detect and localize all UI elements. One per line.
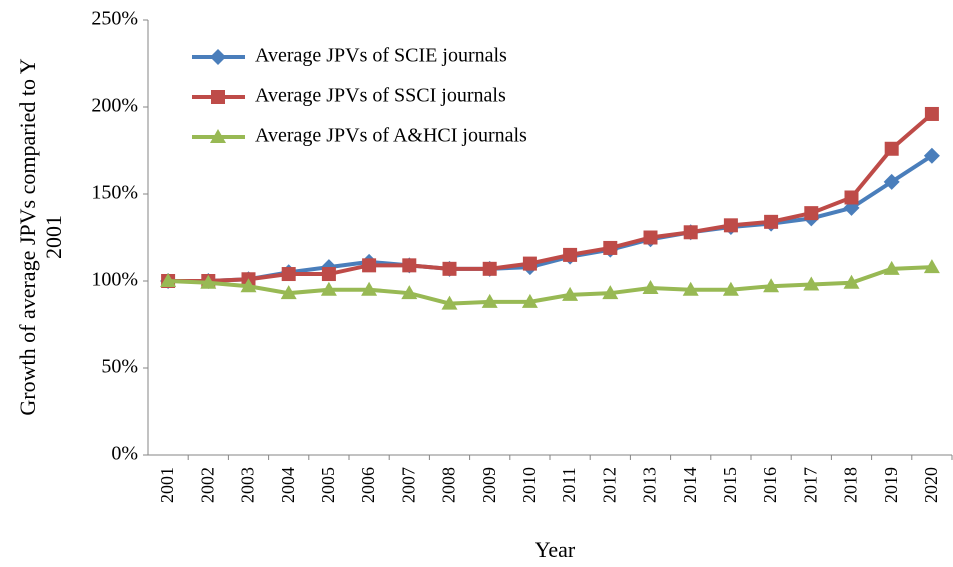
data-point [642, 279, 659, 294]
data-point [361, 281, 378, 296]
legend-label: Average JPVs of SSCI journals [255, 85, 506, 107]
data-point [682, 281, 699, 296]
y-tick-label: 0% [111, 443, 138, 465]
x-tick-label: 2007 [398, 467, 418, 503]
data-point [482, 261, 497, 276]
data-point [804, 206, 819, 221]
data-point [602, 285, 619, 300]
y-tick-label: 150% [91, 182, 138, 204]
x-tick-label: 2011 [559, 467, 579, 502]
data-point [401, 285, 418, 300]
x-tick-label: 2001 [157, 467, 177, 503]
x-tick-label: 2018 [841, 467, 861, 503]
data-point [763, 278, 780, 293]
data-point [844, 190, 859, 205]
data-point [803, 276, 820, 291]
x-tick-label: 2012 [599, 467, 619, 503]
legend-marker [210, 49, 226, 65]
x-tick-label: 2008 [439, 467, 459, 503]
data-point [723, 218, 738, 233]
data-point [240, 278, 257, 293]
x-tick-label: 2004 [278, 467, 298, 503]
x-tick-label: 2010 [519, 467, 539, 503]
data-point [200, 274, 217, 289]
legend-label: Average JPVs of A&HCI journals [255, 125, 527, 147]
data-point [402, 258, 417, 273]
data-point [924, 106, 939, 121]
data-point [441, 295, 458, 310]
x-tick-label: 2005 [318, 467, 338, 503]
x-tick-label: 2003 [238, 467, 258, 503]
legend-label: Average JPVs of SCIE journals [255, 45, 507, 67]
data-point [362, 258, 377, 273]
x-tick-label: 2006 [358, 467, 378, 503]
y-axis-title: Growth of average JPVs comparied to Y [15, 58, 40, 415]
legend-marker [211, 90, 225, 104]
y-axis-title: 2001 [41, 215, 66, 259]
data-point [280, 285, 297, 300]
data-point [442, 261, 457, 276]
data-point [643, 230, 658, 245]
data-point [562, 286, 579, 301]
x-tick-label: 2013 [640, 467, 660, 503]
series-line [168, 265, 932, 306]
data-point [764, 214, 779, 229]
x-tick-label: 2002 [197, 467, 217, 503]
y-tick-label: 200% [91, 95, 138, 117]
y-tick-label: 250% [91, 8, 138, 30]
data-point [160, 273, 177, 287]
data-point [321, 267, 336, 282]
data-point [923, 147, 940, 164]
legend-marker [210, 129, 226, 143]
data-point [883, 260, 900, 275]
x-tick-label: 2016 [760, 467, 780, 503]
data-point [522, 256, 537, 271]
data-point [281, 267, 296, 282]
x-axis-title: Year [535, 537, 576, 562]
y-tick-label: 50% [101, 356, 138, 378]
data-point [603, 240, 618, 255]
data-point [481, 293, 498, 308]
x-tick-label: 2017 [800, 467, 820, 503]
data-point [883, 173, 900, 190]
data-point [722, 281, 739, 296]
x-tick-label: 2019 [881, 467, 901, 503]
data-point [683, 225, 698, 240]
data-point [563, 247, 578, 262]
data-point [923, 259, 940, 274]
x-tick-label: 2014 [680, 467, 700, 503]
x-tick-label: 2020 [921, 467, 941, 503]
data-point [843, 274, 860, 289]
data-point [320, 281, 337, 296]
x-tick-label: 2009 [479, 467, 499, 503]
x-tick-label: 2015 [720, 467, 740, 503]
y-tick-label: 100% [91, 269, 138, 291]
data-point [521, 293, 538, 308]
data-point [884, 141, 899, 156]
